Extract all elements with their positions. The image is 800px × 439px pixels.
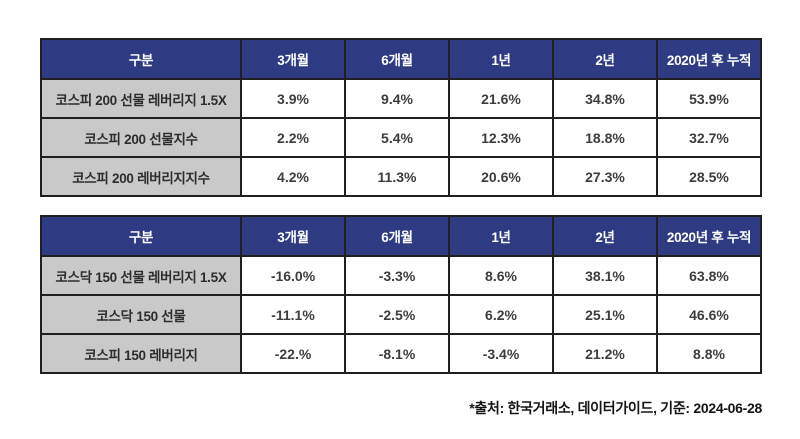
kospi-200-returns-table: 구분 3개월 6개월 1년 2년 2020년 후 누적 코스피 200 선물 레버리지 1.… <box>40 38 762 197</box>
kosdaq-150-returns-table: 구분 3개월 6개월 1년 2년 2020년 후 누적 코스닥 150 선물 레버리지 1.… <box>40 215 762 374</box>
row-label-cell: 코스닥 150 선물 레버리지 1.5X <box>40 255 242 296</box>
column-header: 3개월 <box>240 38 346 80</box>
value-cell: -8.1% <box>344 333 450 374</box>
column-header: 2년 <box>552 38 658 80</box>
column-header: 1년 <box>448 38 554 80</box>
value-cell: 4.2% <box>240 156 346 197</box>
value-cell: 32.7% <box>656 117 762 158</box>
value-cell: 9.4% <box>344 78 450 119</box>
value-cell: 8.6% <box>448 255 554 296</box>
kospi-200-table-section: 구분 3개월 6개월 1년 2년 2020년 후 누적 코스피 200 선물 레버리지 1.… <box>40 38 762 197</box>
column-header: 3개월 <box>240 215 346 257</box>
table-row: 코스피 150 레버리지 -22.% -8.1% -3.4% 21.2% 8.8% <box>40 333 762 374</box>
value-cell: 25.1% <box>552 294 658 335</box>
value-cell: -2.5% <box>344 294 450 335</box>
value-cell: 3.9% <box>240 78 346 119</box>
value-cell: 6.2% <box>448 294 554 335</box>
kosdaq-150-table-section: 구분 3개월 6개월 1년 2년 2020년 후 누적 코스닥 150 선물 레버리지 1.… <box>40 215 762 374</box>
row-label-cell: 코스피 200 선물지수 <box>40 117 242 158</box>
table-row: 코스닥 150 선물 레버리지 1.5X -16.0% -3.3% 8.6% 38.1%… <box>40 255 762 296</box>
table-row: 코스피 200 선물 레버리지 1.5X 3.9% 9.4% 21.6% 34.8% 53… <box>40 78 762 119</box>
column-header-label: 구분 <box>40 215 242 257</box>
column-header-label: 구분 <box>40 38 242 80</box>
column-header: 2020년 후 누적 <box>656 215 762 257</box>
row-label-cell: 코스피 200 선물 레버리지 1.5X <box>40 78 242 119</box>
value-cell: 28.5% <box>656 156 762 197</box>
table-row: 코스피 200 레버리지지수 4.2% 11.3% 20.6% 27.3% 28.5% <box>40 156 762 197</box>
column-header: 6개월 <box>344 215 450 257</box>
value-cell: 38.1% <box>552 255 658 296</box>
value-cell: 21.6% <box>448 78 554 119</box>
row-label-cell: 코스피 200 레버리지지수 <box>40 156 242 197</box>
value-cell: -22.% <box>240 333 346 374</box>
value-cell: -11.1% <box>240 294 346 335</box>
header-row: 구분 3개월 6개월 1년 2년 2020년 후 누적 <box>40 38 762 80</box>
value-cell: 46.6% <box>656 294 762 335</box>
table-row: 코스피 200 선물지수 2.2% 5.4% 12.3% 18.8% 32.7% <box>40 117 762 158</box>
column-header: 6개월 <box>344 38 450 80</box>
value-cell: 20.6% <box>448 156 554 197</box>
value-cell: 2.2% <box>240 117 346 158</box>
value-cell: -3.4% <box>448 333 554 374</box>
value-cell: 21.2% <box>552 333 658 374</box>
column-header: 2020년 후 누적 <box>656 38 762 80</box>
value-cell: -16.0% <box>240 255 346 296</box>
column-header: 1년 <box>448 215 554 257</box>
header-row: 구분 3개월 6개월 1년 2년 2020년 후 누적 <box>40 215 762 257</box>
value-cell: 27.3% <box>552 156 658 197</box>
value-cell: 11.3% <box>344 156 450 197</box>
value-cell: -3.3% <box>344 255 450 296</box>
value-cell: 63.8% <box>656 255 762 296</box>
table-row: 코스닥 150 선물 -11.1% -2.5% 6.2% 25.1% 46.6% <box>40 294 762 335</box>
value-cell: 5.4% <box>344 117 450 158</box>
value-cell: 18.8% <box>552 117 658 158</box>
column-header: 2년 <box>552 215 658 257</box>
row-label-cell: 코스닥 150 선물 <box>40 294 242 335</box>
value-cell: 12.3% <box>448 117 554 158</box>
value-cell: 53.9% <box>656 78 762 119</box>
value-cell: 8.8% <box>656 333 762 374</box>
row-label-cell: 코스피 150 레버리지 <box>40 333 242 374</box>
value-cell: 34.8% <box>552 78 658 119</box>
source-note: *출처: 한국거래소, 데이터가이드, 기준: 2024-06-28 <box>469 400 762 416</box>
